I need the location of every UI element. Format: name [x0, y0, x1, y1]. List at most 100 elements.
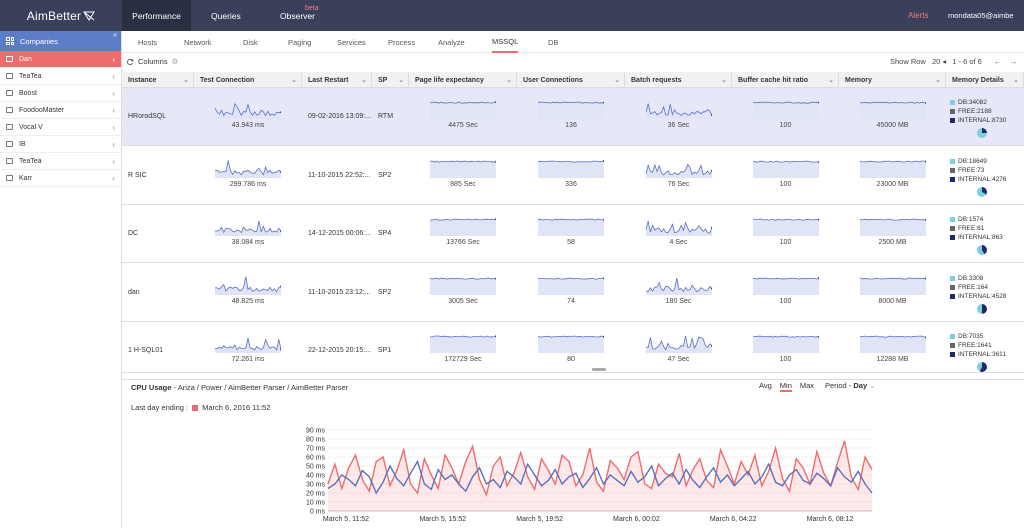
- chevron-down-icon[interactable]: ⌄: [1013, 77, 1019, 84]
- chevron-down-icon[interactable]: ⌄: [869, 381, 876, 390]
- database-icon: [6, 107, 13, 113]
- table-row[interactable]: DC 14-12-2015 00:06:... SP4 38.084 ms 13766 …: [122, 205, 1024, 263]
- column-header[interactable]: Memory ⌄: [839, 72, 946, 88]
- app-logo[interactable]: AimBetter: [0, 0, 122, 31]
- chevron-left-icon[interactable]: ‹: [112, 173, 115, 183]
- column-header[interactable]: Test Connection ⌄: [194, 72, 302, 88]
- chevron-down-icon[interactable]: ⌄: [828, 77, 834, 84]
- showrow-select[interactable]: 20: [931, 57, 941, 66]
- sidebar-item-company[interactable]: Boost ‹: [0, 85, 121, 102]
- beta-badge: beta: [305, 5, 319, 12]
- tab-network[interactable]: Network: [184, 37, 212, 47]
- chevron-down-icon[interactable]: ⌄: [935, 77, 941, 84]
- column-header[interactable]: Page life expectancy ⌄: [409, 72, 517, 88]
- chevron-left-icon[interactable]: ‹: [112, 122, 115, 132]
- tab-mssql[interactable]: MSSQL: [492, 31, 519, 53]
- metric-value: 100: [779, 181, 792, 188]
- tab-analyze[interactable]: Analyze: [438, 37, 465, 47]
- companies-header[interactable]: Companies «: [0, 31, 121, 51]
- chevron-left-icon[interactable]: ‹: [112, 71, 115, 81]
- sidebar-item-company[interactable]: IB ‹: [0, 136, 121, 153]
- refresh-icon[interactable]: [126, 58, 134, 66]
- sparkline: [645, 163, 712, 178]
- column-header[interactable]: Last Restart ⌄: [302, 72, 372, 88]
- settings-icon[interactable]: ⚙: [171, 57, 179, 66]
- collapse-icon[interactable]: «: [113, 32, 117, 39]
- chevron-left-icon[interactable]: ‹: [112, 139, 115, 149]
- columns-button[interactable]: Columns ⚙: [126, 57, 178, 66]
- legend-swatch: [950, 235, 955, 240]
- memory-internal: INTERNAL:4528: [958, 293, 1007, 300]
- sparkline-area: [538, 336, 604, 353]
- table-row[interactable]: R SIC 11-10-2015 22:52:... SP2 299.786 ms 88…: [122, 147, 1024, 205]
- instance-name[interactable]: R SIC: [128, 172, 147, 179]
- sparkline-area: [538, 278, 604, 295]
- column-header[interactable]: Buffer cache hit ratio ⌄: [732, 72, 839, 88]
- sparkline-line: [215, 220, 281, 234]
- column-header[interactable]: SP ⌄: [372, 72, 409, 88]
- nav-performance[interactable]: Performance: [122, 0, 191, 31]
- tab-process[interactable]: Process: [388, 37, 416, 47]
- column-header-label: Memory: [845, 76, 872, 84]
- metric-value: 47 Sec: [667, 356, 690, 363]
- chevron-down-icon[interactable]: ⌄: [291, 77, 297, 84]
- sparkline-endpoint: [817, 277, 819, 280]
- sidebar-item-company[interactable]: TeaTea ‹: [0, 153, 121, 170]
- resize-handle[interactable]: [592, 368, 606, 371]
- nav-alerts[interactable]: Alerts: [908, 11, 929, 20]
- page-range: 1 - 6 of 6: [952, 57, 982, 66]
- cpu-title-bold: CPU Usage: [131, 383, 172, 392]
- next-page-icon[interactable]: →: [1009, 57, 1018, 66]
- nav-queries[interactable]: Queries: [211, 10, 241, 21]
- sidebar-item-company[interactable]: Dan ‹: [0, 51, 121, 68]
- instance-name[interactable]: HRorodSQL: [128, 113, 167, 120]
- chevron-left-icon[interactable]: ‹: [112, 105, 115, 115]
- chevron-down-icon[interactable]: ⌄: [721, 77, 727, 84]
- service-pack: SP4: [378, 230, 392, 237]
- sparkline-endpoint: [495, 218, 496, 221]
- chevron-down-icon[interactable]: ⌄: [506, 77, 512, 84]
- column-header[interactable]: Instance ⌄: [122, 72, 194, 88]
- column-header[interactable]: Batch requests ⌄: [625, 72, 732, 88]
- chevron-left-icon[interactable]: ‹: [112, 54, 115, 64]
- chevron-down-icon[interactable]: ⌄: [614, 77, 620, 84]
- sidebar-item-company[interactable]: Vocal V ‹: [0, 119, 121, 136]
- sidebar-item-company[interactable]: FoodooMaster ‹: [0, 102, 121, 119]
- tab-disk[interactable]: Disk: [243, 37, 258, 47]
- y-tick-label: 20 ms: [306, 491, 326, 498]
- agg-max[interactable]: Max: [799, 381, 815, 390]
- nav-observer[interactable]: Observer: [280, 10, 315, 21]
- table-row[interactable]: HRorodSQL 09-02-2016 13:09:... RTM 43.943 m…: [122, 88, 1024, 146]
- chevron-down-icon[interactable]: ⌄: [183, 77, 189, 84]
- sparkline-line: [859, 218, 926, 221]
- chevron-left-icon[interactable]: ‹: [112, 88, 115, 98]
- chevron-down-icon[interactable]: ⌄: [361, 77, 367, 84]
- column-header-label: SP: [378, 76, 388, 84]
- tab-db[interactable]: DB: [548, 37, 559, 47]
- instance-name[interactable]: dan: [128, 289, 140, 296]
- sparkline-line: [645, 103, 712, 117]
- column-header[interactable]: User Connections ⌄: [517, 72, 625, 88]
- tab-paging[interactable]: Paging: [288, 37, 312, 47]
- prev-page-icon[interactable]: ←: [993, 57, 1002, 66]
- user-menu[interactable]: mondata05@aimbe: [948, 11, 1014, 20]
- chevron-down-icon[interactable]: ⌄: [398, 77, 404, 84]
- agg-min[interactable]: Min: [779, 381, 792, 392]
- sidebar-item-label: FoodooMaster: [19, 106, 65, 114]
- tab-hosts[interactable]: Hosts: [138, 37, 158, 47]
- agg-avg[interactable]: Avg: [759, 381, 772, 390]
- table-row[interactable]: dan 11-10-2015 23:12:... SP2 48.825 ms 3005 …: [122, 264, 1024, 322]
- sidebar-item-company[interactable]: TeaTea ‹: [0, 68, 121, 85]
- tab-services[interactable]: Services: [337, 37, 366, 47]
- chevron-left-icon[interactable]: ‹: [112, 156, 115, 166]
- instance-name[interactable]: 1 H-SQL01: [128, 347, 164, 354]
- sparkline-line: [752, 277, 819, 280]
- instance-name[interactable]: DC: [128, 230, 139, 237]
- sidebar-item-company[interactable]: Karr ‹: [0, 170, 121, 187]
- period-selector[interactable]: Period - Day ⌄: [825, 381, 876, 390]
- chevron-down-icon[interactable]: ◂: [942, 57, 947, 66]
- sidebar: Companies « Dan ‹ TeaTea ‹ Boost ‹ FoodooMaste…: [0, 31, 122, 528]
- metric-value: 299.786 ms: [229, 181, 267, 188]
- table-row[interactable]: 1 H-SQL01 22-12-2015 20:15:... SP1 72.261 m…: [122, 322, 1024, 380]
- column-header[interactable]: Memory Details ⌄: [946, 72, 1024, 88]
